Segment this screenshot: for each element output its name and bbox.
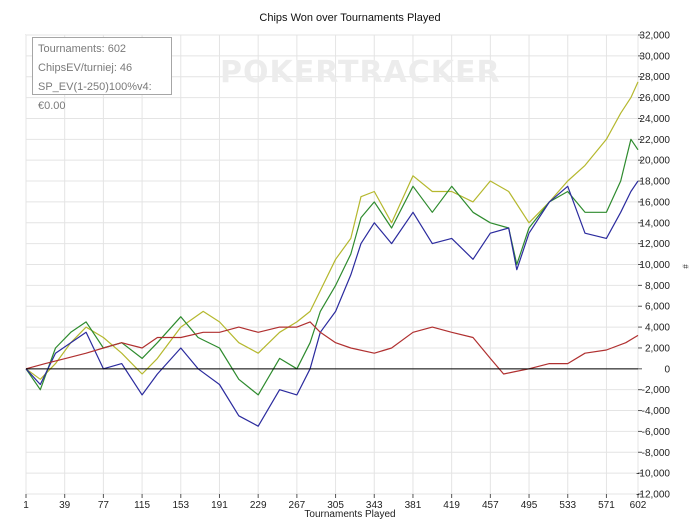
pokertracker-watermark: POKERTRACKER (220, 55, 501, 90)
info-box: Tournaments: 602 ChipsEV/turniej: 46 SP_… (32, 37, 172, 112)
x-tick-label: 77 (98, 500, 110, 511)
x-tick-label: 1 (23, 500, 29, 511)
x-tick-label: 381 (405, 500, 422, 511)
series-lines (25, 81, 639, 427)
x-tick-label: 305 (327, 500, 344, 511)
x-tick-label: 343 (366, 500, 383, 511)
y-tick-label: -12,000 (636, 490, 670, 501)
y-tick-label: 30,000 (639, 51, 670, 62)
y-tick-label: 0 (664, 364, 670, 375)
y-tick-label: 8,000 (645, 281, 670, 292)
series-line-1 (25, 81, 639, 380)
y-tick-label: 26,000 (639, 93, 670, 104)
y-tick-label: 22,000 (639, 135, 670, 146)
x-tick-label: 602 (630, 500, 647, 511)
x-tick-label: 229 (250, 500, 267, 511)
x-tick-label: 533 (559, 500, 576, 511)
x-tick-label: 571 (598, 500, 615, 511)
chart-title: Chips Won over Tournaments Played (259, 12, 441, 24)
y-tick-label: 28,000 (639, 72, 670, 83)
y-tick-label: 4,000 (645, 323, 670, 334)
y-tick-label: 16,000 (639, 197, 670, 208)
x-tick-label: 191 (211, 500, 228, 511)
x-tick-label: 115 (134, 500, 150, 511)
info-chipsev: ChipsEV/turniej: 46 (38, 62, 133, 74)
x-axis-ticks: 1 39 77 115 153 191 229 267 305 343 381 419 457 495 53… (23, 494, 647, 511)
y-tick-label: 10,000 (639, 260, 670, 271)
y-axis-label: # (680, 264, 690, 269)
y-tick-label: 18,000 (639, 177, 670, 188)
y-tick-label: 2,000 (645, 343, 670, 354)
y-axis-ticks: -12,000 -10,000 -8,000 -6,000 -4,000 -2,000 0 2… (636, 31, 670, 501)
x-tick-label: 153 (172, 500, 189, 511)
y-tick-label: -4,000 (642, 406, 671, 417)
x-tick-label: 495 (521, 500, 538, 511)
grid (25, 34, 639, 495)
info-tournaments: Tournaments: 602 (38, 43, 127, 55)
y-tick-label: -2,000 (642, 385, 671, 396)
y-tick-label: -8,000 (642, 448, 671, 459)
y-tick-label: 32,000 (639, 31, 670, 42)
y-tick-label: 20,000 (639, 156, 670, 167)
x-tick-label: 457 (482, 500, 499, 511)
y-tick-label: 12,000 (639, 239, 670, 250)
y-tick-label: -6,000 (642, 427, 671, 438)
x-tick-label: 419 (443, 500, 460, 511)
y-tick-label: 14,000 (639, 218, 670, 229)
x-tick-label: 267 (289, 500, 306, 511)
y-tick-label: 24,000 (639, 114, 670, 125)
y-tick-label: 6,000 (645, 302, 670, 313)
x-tick-label: 39 (59, 500, 71, 511)
info-sp-ev: SP_EV(1-250)100%v4: €0.00 (38, 81, 152, 112)
x-axis-label: Tournaments Played (304, 509, 396, 520)
series-line-4 (25, 321, 639, 375)
y-tick-label: -10,000 (636, 469, 670, 480)
